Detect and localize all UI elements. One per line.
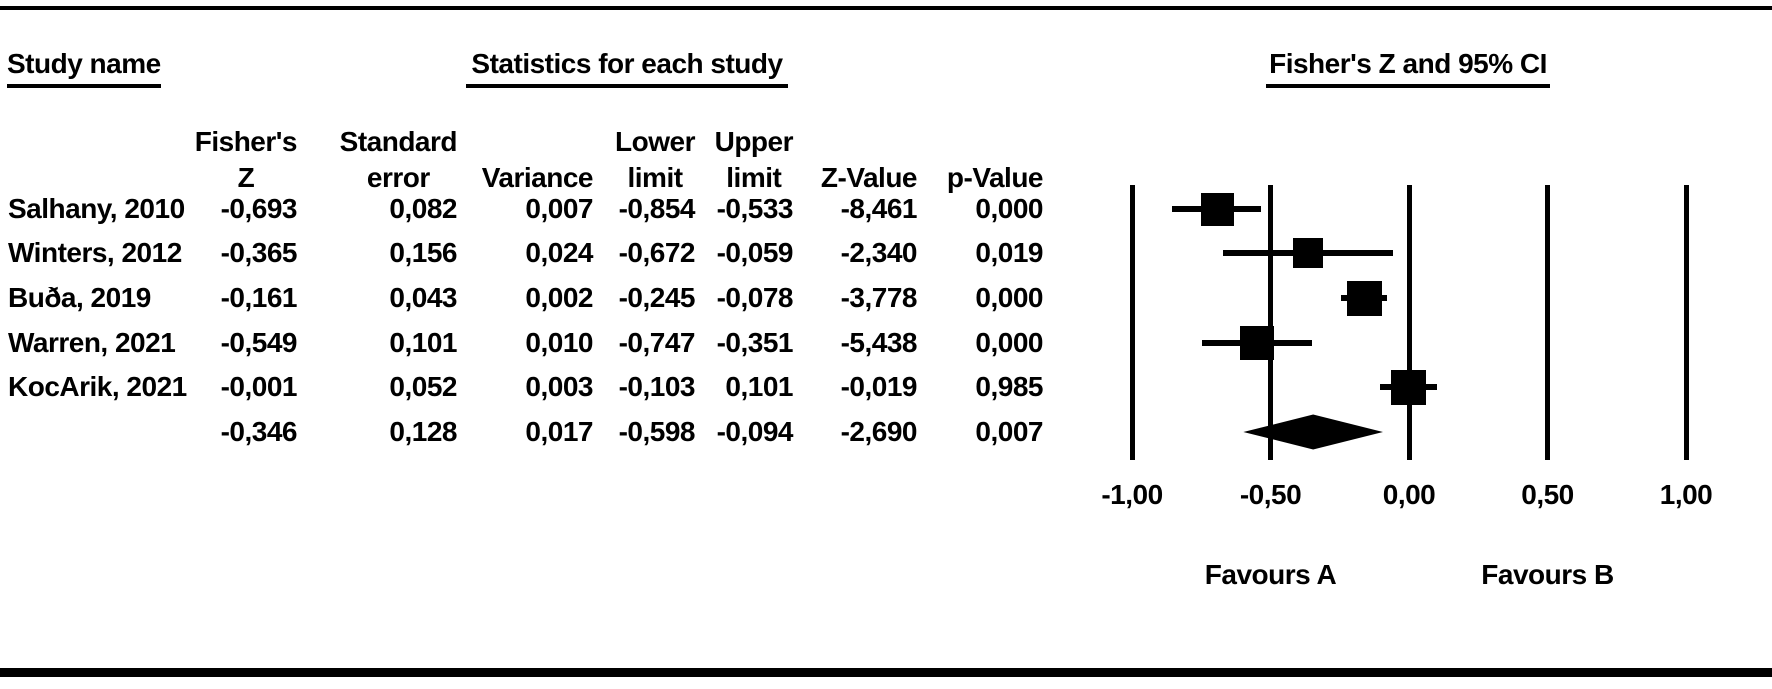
value-cell: 0,052	[389, 371, 457, 402]
value-cell: -0,365	[220, 237, 298, 268]
column-header-line1: Upper	[714, 126, 794, 157]
value-cell: -5,438	[840, 327, 918, 358]
value-cell: -0,001	[220, 371, 298, 402]
value-cell: -0,078	[716, 282, 794, 313]
value-cell: 0,007	[525, 193, 593, 224]
value-cell: 0,043	[389, 282, 457, 313]
value-cell: -0,549	[220, 327, 298, 358]
effect-size-marker	[1346, 280, 1382, 316]
value-cell: -2,340	[840, 237, 918, 268]
axis-tick-label: 1,00	[1659, 479, 1713, 510]
axis-tick-label: 0,00	[1382, 479, 1436, 510]
column-header-z: Fisher's Z	[194, 124, 298, 196]
study-name-cell: Buða, 2019	[8, 282, 151, 313]
value-cell: 0,101	[725, 371, 793, 402]
favours-b-label: Favours B	[1481, 559, 1614, 590]
value-cell: -0,059	[716, 237, 794, 268]
value-cell: 0,000	[975, 193, 1043, 224]
statistics-header: Statistics for each study	[466, 48, 788, 88]
column-header-line2: limit	[726, 162, 782, 193]
value-cell: 0,101	[389, 327, 457, 358]
column-header-limit: Lower limit	[615, 124, 695, 196]
column-header-limit: Upper limit	[714, 124, 794, 196]
value-cell: 0,007	[975, 416, 1043, 447]
column-header-variance: Variance	[481, 124, 594, 196]
effect-size-marker	[1239, 326, 1274, 360]
column-header-line1	[482, 124, 593, 160]
column-header-line2: limit	[627, 162, 683, 193]
effect-size-marker	[1391, 369, 1427, 405]
value-cell: 0,156	[389, 237, 457, 268]
column-header-error: Standard error	[339, 124, 458, 196]
value-cell: -0,346	[220, 416, 298, 447]
column-header-z-value: Z-Value	[820, 124, 918, 196]
value-cell: 0,003	[525, 371, 593, 402]
top-border-line	[0, 6, 1772, 10]
study-name-cell: Warren, 2021	[8, 327, 176, 358]
column-header-line1	[947, 124, 1043, 160]
axis-tick-label: -0,50	[1239, 479, 1302, 510]
column-header-line2: error	[366, 162, 430, 193]
value-cell: -0,854	[618, 193, 696, 224]
study-name-header: Study name	[7, 48, 161, 88]
axis-gridline	[1129, 185, 1135, 460]
value-cell: -8,461	[840, 193, 918, 224]
value-cell: 0,002	[525, 282, 593, 313]
value-cell: 0,000	[975, 327, 1043, 358]
value-cell: 0,024	[525, 237, 593, 268]
value-cell: -0,747	[618, 327, 696, 358]
value-cell: 0,017	[525, 416, 593, 447]
value-cell: -0,019	[840, 371, 918, 402]
column-header-line2: p-Value	[946, 162, 1044, 193]
value-cell: -0,533	[716, 193, 794, 224]
effect-size-marker	[1200, 192, 1234, 226]
column-header-line2: Z	[237, 162, 255, 193]
bottom-border-line	[0, 668, 1772, 677]
column-header-p-value: p-Value	[946, 124, 1044, 196]
value-cell: 0,010	[525, 327, 593, 358]
value-cell: -0,094	[716, 416, 794, 447]
axis-gridline	[1406, 185, 1412, 460]
study-name-cell: Winters, 2012	[8, 237, 182, 268]
axis-gridline	[1545, 185, 1550, 460]
value-cell: 0,082	[389, 193, 457, 224]
value-cell: 0,019	[975, 237, 1043, 268]
axis-gridline	[1683, 185, 1689, 460]
favours-a-label: Favours A	[1204, 559, 1337, 590]
column-header-line1: Fisher's	[194, 126, 298, 157]
value-cell: -0,245	[618, 282, 696, 313]
value-cell: 0,128	[389, 416, 457, 447]
value-cell: -3,778	[840, 282, 918, 313]
column-header-line2: Z-Value	[820, 162, 918, 193]
effect-size-marker	[1292, 238, 1323, 268]
summary-diamond	[1243, 414, 1383, 450]
value-cell: -2,690	[840, 416, 918, 447]
axis-gridline	[1268, 185, 1273, 460]
plot-title: Fisher's Z and 95% CI	[1266, 48, 1550, 88]
value-cell: 0,985	[975, 371, 1043, 402]
column-header-line1	[821, 124, 917, 160]
value-cell: -0,351	[716, 327, 794, 358]
column-header-line2: Variance	[481, 162, 594, 193]
axis-tick-label: 0,50	[1521, 479, 1574, 510]
study-name-cell: Salhany, 2010	[8, 193, 185, 224]
axis-tick-label: -1,00	[1101, 479, 1163, 510]
value-cell: -0,103	[618, 371, 696, 402]
value-cell: -0,598	[618, 416, 696, 447]
value-cell: -0,672	[618, 237, 696, 268]
value-cell: 0,000	[975, 282, 1043, 313]
column-header-line1: Standard	[339, 126, 458, 157]
column-header-line1: Lower	[615, 126, 695, 157]
value-cell: -0,161	[220, 282, 298, 313]
value-cell: -0,693	[220, 193, 298, 224]
study-name-cell: KocArik, 2021	[8, 371, 187, 402]
